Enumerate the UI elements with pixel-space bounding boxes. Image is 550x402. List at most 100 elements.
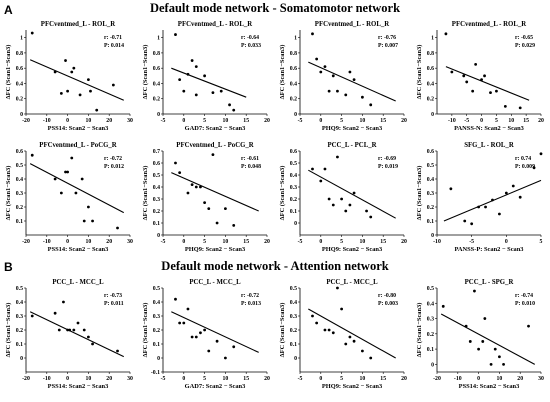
data-point [336,89,339,93]
data-point [493,347,497,351]
y-tick-label: 0.2 [16,97,23,103]
x-tick-label: 20 [538,118,544,124]
chart-title: SFG_L - ROL_R [464,142,514,149]
scatter-chart-3: PFCventmed_L - ROL_R-5 0 5 10 15 2000.20.40.6… [279,21,407,132]
data-point [495,89,498,93]
data-point [203,74,207,78]
data-point [336,155,339,159]
p-value-label: P: 0.007 [378,43,398,49]
data-point [224,356,227,360]
chart-title: PFCventmed_L - PoCG_R [39,142,116,149]
x-tick-label: 10 [360,118,366,124]
scatter-chart-11: PCC_L - MCC_L -5 0 5 10 15 20 0 0.1 0.2 0.3 0.4 0.5 P… [279,279,407,390]
x-tick-label: 5 [340,239,343,245]
x-tick-label: -10 [43,376,51,382]
x-axis-label: PANSS-N: Scan2 − Scan3 [454,125,524,132]
y-tick-label: 0.1 [153,221,160,227]
y-tick-label: 0.5 [153,173,160,179]
r-value-label: r: -0.80 [378,293,396,299]
y-tick-label: 0 [294,112,297,118]
regression-line [171,311,259,353]
y-tick-label: 0.2 [427,97,434,103]
data-point [116,226,119,230]
x-tick-label: 20 [106,376,112,382]
data-point [116,349,119,353]
regression-line [440,313,536,365]
p-value-label: P: 0.048 [241,164,261,170]
y-tick-label: 0 [157,233,160,239]
y-tick-label: 0.3 [153,314,160,320]
x-axis-label: PHQ9: Scan2 − Scan3 [322,383,382,390]
data-point [480,78,483,82]
x-tick-label: 15 [243,239,249,245]
data-point [232,345,236,349]
p-value-label: P: 0.029 [515,43,535,49]
x-tick-label: 20 [401,376,407,382]
x-tick-label: 30 [127,239,133,245]
x-axis-label: GAD7: Scan2 − Scan3 [185,383,246,390]
y-axis-label: ΔFC (Scan1−Scan3) [142,166,149,221]
regression-line [308,61,396,102]
data-point [59,191,63,195]
regression-line [29,311,124,358]
x-tick-label: 5 [340,118,343,124]
data-point [462,74,466,78]
chart-title: PCC_L - MCC_L [189,279,241,286]
x-axis-label: PSS14: Scan2 − Scan3 [48,125,109,132]
y-tick-label: 0.4 [427,177,434,183]
data-point [178,78,182,82]
x-tick-label: -10 [454,376,462,382]
y-axis-label: ΔFC (Scan1−Scan3) [5,303,12,358]
data-point [174,33,177,36]
y-tick-label: 0.6 [153,66,160,72]
x-tick-label: -20 [22,376,30,382]
p-value-label: P: 0.011 [104,301,124,307]
x-tick-label: 20 [264,118,270,124]
y-tick-label: 0.4 [153,185,160,191]
data-point [483,317,487,320]
data-point [369,215,373,219]
x-axis-label: PANSS-P: Scan2 − Scan3 [454,246,523,253]
p-value-label: P: 0.009 [515,164,535,170]
scatter-chart-8: SFG_L - ROL_R -10 -5 0 5 0 0.1 0.2 0.3 0.4 0.5 0.6 P… [416,142,543,253]
y-tick-label: 0 [20,356,23,362]
p-value-label: P: 0.014 [104,43,124,49]
data-point [64,59,67,62]
data-point [66,170,69,174]
section-b-letter: B [4,260,13,274]
charts-layer: PFCventmed_L - ROL_R-20 -10 0 10 20 3000.20.4… [5,21,544,390]
chart-title: PCC_L - PCL_R [327,142,376,149]
x-tick-label: 20 [264,376,270,382]
scatter-chart-10: PCC_L - MCC_L -5 0 5 10 15 20 -0.1 0 0.1 0.2 0.3 0.4… [142,279,270,390]
data-point [465,80,469,84]
y-tick-label: 0 [20,112,23,118]
data-point [352,78,356,82]
y-tick-label: 0.2 [16,328,23,334]
chart-title: PCC_L - MCC_L [52,279,104,286]
y-tick-label: 0.8 [290,51,297,57]
data-point [344,209,348,213]
data-point [484,205,487,209]
data-point [315,321,319,325]
scatter-chart-6: PFCventmed_L - PoCG_R-5 0 5 10 15 2000.10.20.… [142,142,270,253]
data-point [174,297,177,301]
y-tick-label: 0.1 [16,219,23,225]
y-tick-label: 0.4 [16,177,23,183]
y-tick-label: 0.2 [290,328,297,334]
data-point [207,207,211,211]
data-point [340,197,343,201]
x-axis-label: GAD7: Scan2 − Scan3 [185,125,246,132]
x-tick-label: 0 [319,239,322,245]
r-value-label: r: 0.74 [515,156,531,162]
y-tick-label: 0.2 [427,205,434,211]
x-tick-label: 30 [127,376,133,382]
r-value-label: r: -0.61 [241,156,259,162]
data-point [190,59,194,62]
chart-title: PCC_L - MCC_L [326,279,378,286]
x-tick-label: -20 [22,239,30,245]
data-point [53,177,57,181]
x-tick-label: 0 [480,118,483,124]
data-point [203,201,207,205]
x-tick-label: 0 [66,118,69,124]
data-point [474,62,478,66]
